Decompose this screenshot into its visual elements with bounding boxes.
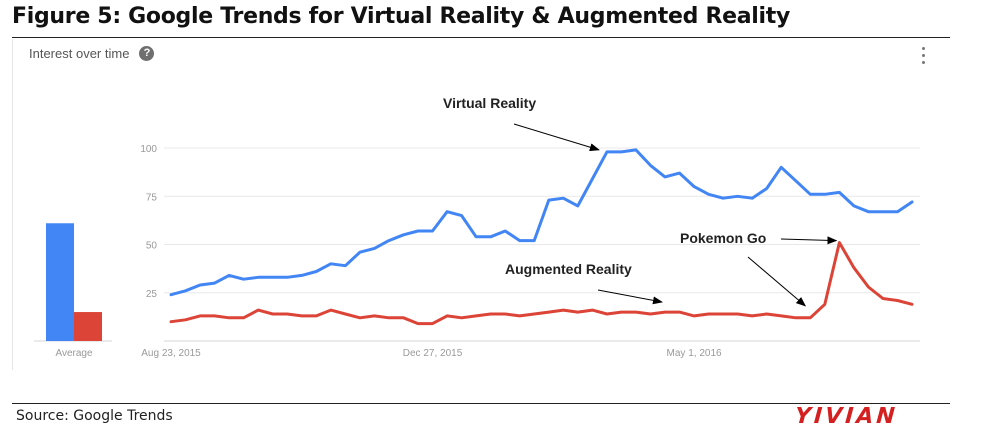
x-tick-label: Dec 27, 2015 bbox=[403, 348, 463, 359]
average-bar bbox=[46, 223, 74, 341]
average-bar bbox=[74, 312, 102, 341]
question-mark-icon[interactable]: ? bbox=[139, 46, 155, 61]
series-line-virtual-reality bbox=[169, 148, 914, 297]
panel-header: Interest over time ? bbox=[29, 46, 155, 61]
y-tick-label: 100 bbox=[140, 144, 157, 155]
y-tick-label: 75 bbox=[146, 192, 158, 203]
panel-title: Interest over time bbox=[29, 46, 130, 61]
x-tick-label: Aug 23, 2015 bbox=[141, 348, 201, 359]
annotation-arrow-augmented-reality bbox=[597, 289, 663, 305]
title-divider bbox=[12, 37, 950, 38]
annotation-virtual-reality: Virtual Reality bbox=[443, 95, 536, 111]
series-line-augmented-reality bbox=[169, 241, 914, 326]
annotation-arrow-pokemon-go-peak bbox=[780, 236, 838, 245]
source-note: Source: Google Trends bbox=[16, 408, 173, 424]
annotation-augmented-reality: Augmented Reality bbox=[505, 261, 632, 277]
figure-title: Figure 5: Google Trends for Virtual Real… bbox=[12, 4, 790, 29]
vertical-dots-icon[interactable] bbox=[922, 47, 926, 64]
annotation-pokemon-go: Pokemon Go bbox=[680, 230, 766, 246]
y-tick-label: 25 bbox=[146, 289, 158, 300]
annotation-arrow-virtual-reality bbox=[513, 123, 600, 152]
y-tick-label: 50 bbox=[146, 241, 158, 252]
brand-logo: YIVIAN bbox=[794, 404, 899, 429]
annotation-arrow-pokemon-go-start bbox=[747, 256, 807, 307]
footer-divider bbox=[12, 403, 950, 404]
x-tick-label: May 1, 2016 bbox=[667, 348, 722, 359]
average-label: Average bbox=[55, 348, 93, 359]
